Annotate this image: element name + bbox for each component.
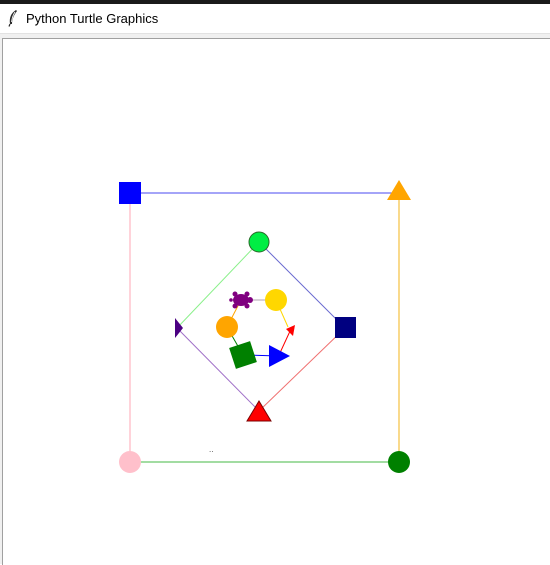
- red-triangle-stamp: [246, 400, 272, 422]
- purple-turtle-stamp: [229, 291, 253, 309]
- drawing: ..: [119, 180, 411, 473]
- orange-triangle-stamp: [387, 180, 411, 200]
- diamond-bottom-left-line: [176, 327, 260, 412]
- diamond-top-right-line: [258, 241, 346, 329]
- lime-circle-stamp: [248, 231, 270, 253]
- small-dots-text: ..: [209, 445, 213, 454]
- gold-circle-stamp: [265, 289, 287, 311]
- canvas-frame: ..: [0, 36, 550, 565]
- turtle-canvas[interactable]: ..: [2, 38, 550, 565]
- red-arrow-stamp: [286, 325, 295, 336]
- blue-square-stamp: [119, 182, 141, 204]
- orange-circle-stamp: [216, 316, 238, 338]
- window-title: Python Turtle Graphics: [26, 11, 159, 26]
- green-circle-stamp: [388, 451, 410, 473]
- diamond-bottom-right-line: [258, 327, 346, 412]
- pink-circle-stamp: [119, 451, 141, 473]
- window-top-border: [0, 0, 550, 4]
- blue-triangle-stamp: [269, 345, 290, 367]
- navy-square-stamp: [335, 317, 356, 338]
- indigo-arrow-stamp: [175, 318, 183, 338]
- inner-red-line: [278, 328, 292, 356]
- title-bar[interactable]: Python Turtle Graphics: [0, 4, 550, 34]
- diamond-top-left-line: [176, 241, 260, 329]
- feather-icon: [7, 9, 19, 27]
- green-square-stamp: [229, 341, 257, 369]
